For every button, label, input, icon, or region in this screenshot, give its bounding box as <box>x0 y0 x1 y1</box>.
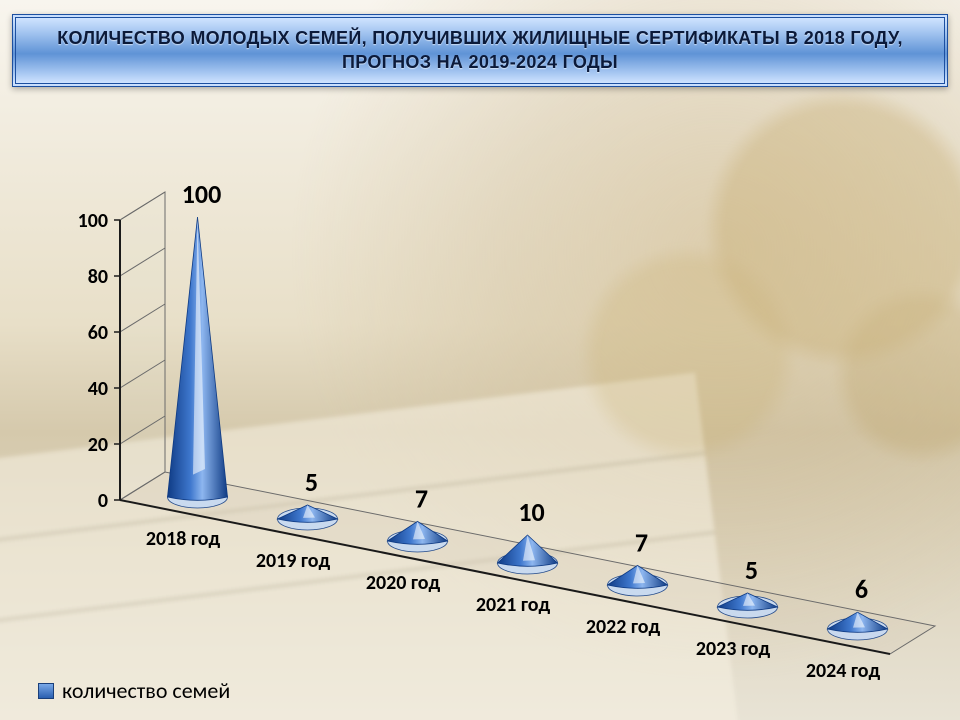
category-label: 2024 год <box>806 659 881 680</box>
chart-3d-cone: 0 20 40 60 80 100 100 2018 год 5 2019 год 7 2020 го… <box>20 120 940 680</box>
legend-swatch <box>38 683 54 699</box>
value-label: 5 <box>745 554 758 586</box>
category-label: 2018 год <box>146 527 221 551</box>
y-tick-label: 100 <box>78 209 108 233</box>
x-axis <box>120 500 890 654</box>
category-label: 2019 год <box>256 549 331 573</box>
category-label: 2022 год <box>586 615 661 639</box>
back-wall-left <box>120 192 165 500</box>
y-tick-label: 0 <box>98 489 108 513</box>
legend: количество семей <box>38 677 230 704</box>
chart-title: КОЛИЧЕСТВО МОЛОДЫХ СЕМЕЙ, ПОЛУЧИВШИХ ЖИЛ… <box>34 26 926 75</box>
category-label: 2021 год <box>476 593 551 617</box>
category-label: 2020 год <box>366 571 441 595</box>
value-label: 7 <box>635 526 648 558</box>
value-label: 6 <box>855 573 868 605</box>
legend-label: количество семей <box>62 677 230 704</box>
category-label: 2023 год <box>696 637 771 661</box>
cone-marker <box>168 217 228 508</box>
title-banner: КОЛИЧЕСТВО МОЛОДЫХ СЕМЕЙ, ПОЛУЧИВШИХ ЖИЛ… <box>12 14 948 87</box>
y-tick-label: 80 <box>88 265 108 289</box>
y-tick-label: 40 <box>88 377 108 401</box>
value-label: 7 <box>415 482 428 514</box>
y-tick-label: 20 <box>88 433 108 457</box>
value-label: 100 <box>182 178 222 210</box>
value-label: 5 <box>305 466 318 498</box>
value-label: 10 <box>518 496 544 528</box>
y-tick-label: 60 <box>88 321 108 345</box>
